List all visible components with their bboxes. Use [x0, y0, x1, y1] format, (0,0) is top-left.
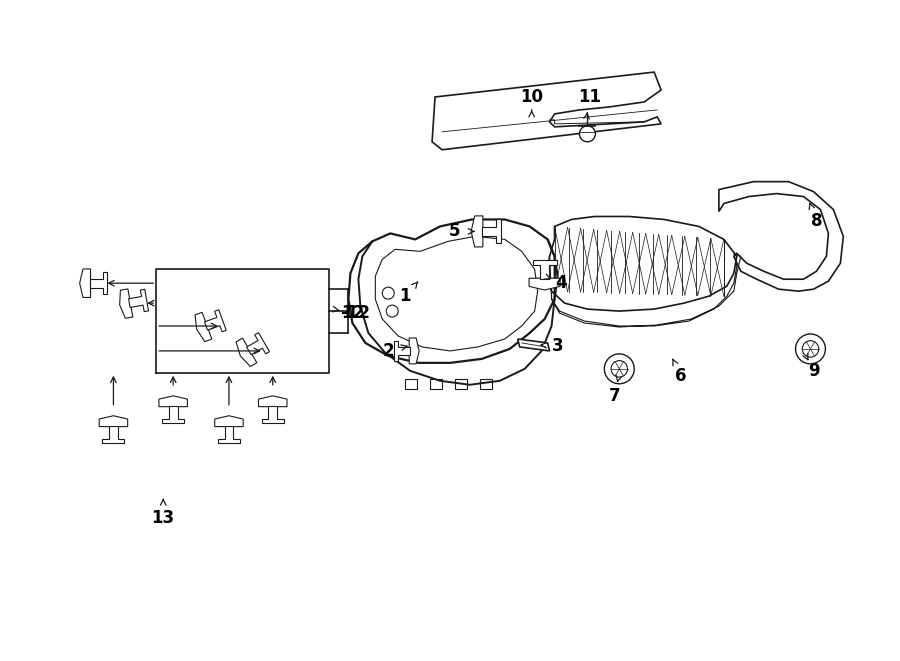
Polygon shape [518, 339, 550, 351]
Polygon shape [159, 396, 187, 407]
Polygon shape [80, 269, 91, 297]
Circle shape [604, 354, 634, 384]
Polygon shape [529, 278, 560, 290]
Polygon shape [120, 289, 133, 319]
Text: 10: 10 [520, 88, 544, 106]
Polygon shape [204, 310, 226, 332]
Polygon shape [218, 426, 240, 443]
Polygon shape [262, 406, 284, 423]
Circle shape [796, 334, 825, 364]
Polygon shape [195, 312, 212, 342]
Circle shape [580, 126, 596, 142]
Polygon shape [482, 219, 501, 243]
Polygon shape [247, 332, 269, 355]
Text: 1: 1 [400, 287, 411, 305]
Polygon shape [410, 338, 419, 364]
Polygon shape [103, 426, 124, 443]
Polygon shape [99, 416, 128, 426]
Polygon shape [394, 341, 410, 361]
Polygon shape [129, 290, 148, 311]
Text: 11: 11 [578, 88, 601, 106]
Text: 3: 3 [552, 337, 563, 355]
Text: -12: -12 [340, 304, 371, 322]
Text: 6: 6 [675, 367, 687, 385]
Text: 8: 8 [811, 212, 823, 231]
Text: 7: 7 [608, 387, 620, 405]
Text: 4: 4 [555, 274, 567, 292]
Polygon shape [258, 396, 287, 407]
Polygon shape [533, 260, 556, 279]
Text: 2: 2 [382, 342, 394, 360]
Text: 5: 5 [449, 222, 461, 241]
Polygon shape [162, 406, 184, 423]
Polygon shape [215, 416, 243, 426]
Polygon shape [236, 338, 256, 367]
Text: 12: 12 [341, 304, 364, 322]
Polygon shape [471, 216, 483, 247]
Polygon shape [89, 272, 107, 294]
Text: 9: 9 [807, 362, 819, 380]
Text: 13: 13 [151, 509, 175, 527]
